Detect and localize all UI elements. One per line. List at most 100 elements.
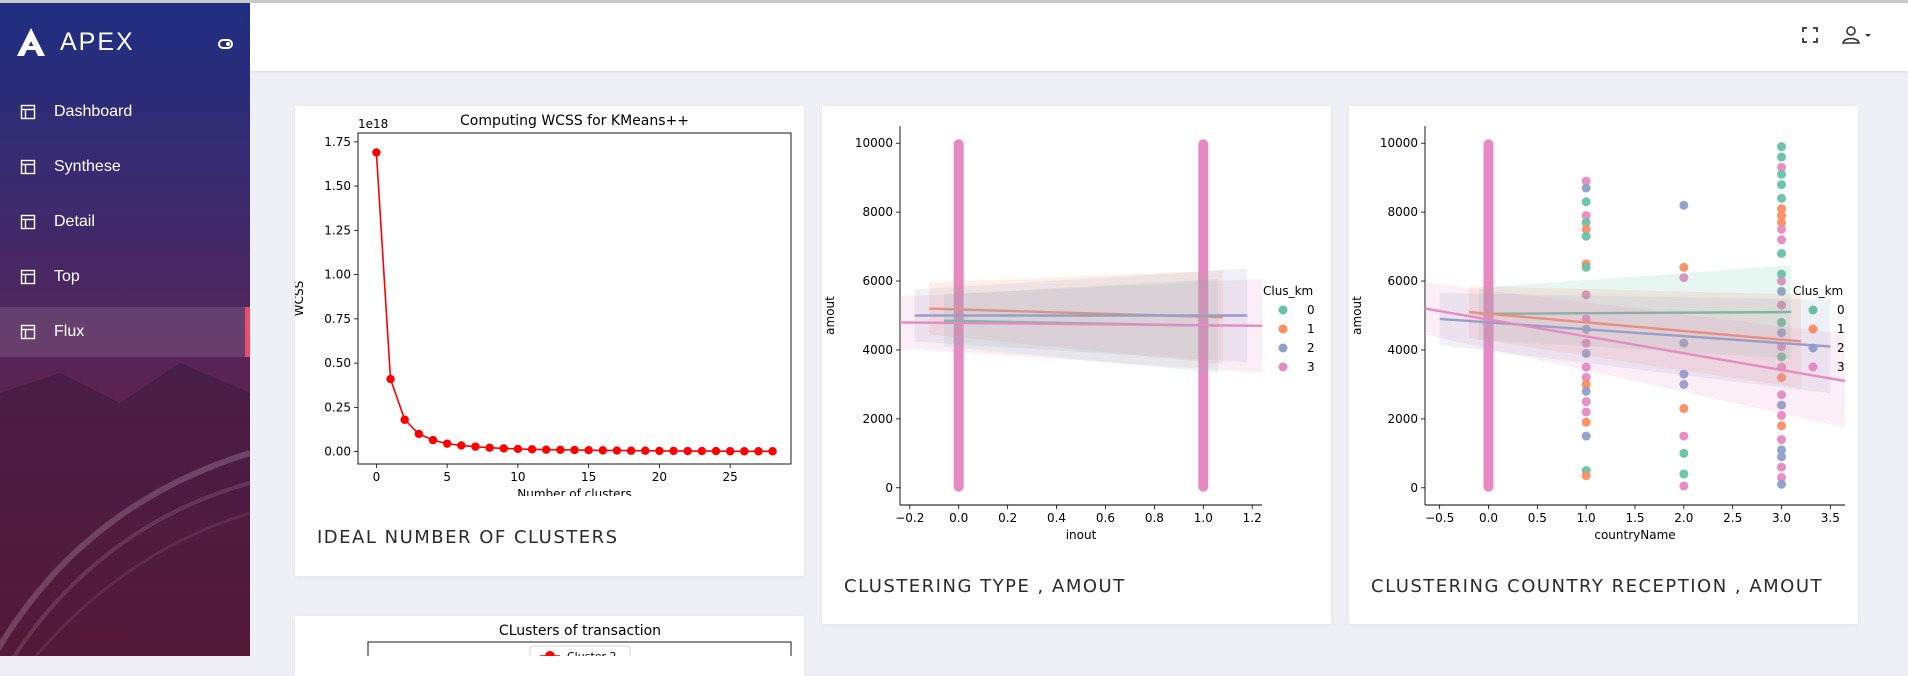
layout-icon [20, 269, 36, 285]
x-tick-label: 1.5 [1625, 511, 1644, 525]
data-point [1777, 462, 1787, 472]
data-point [1679, 338, 1689, 348]
wcss-point [513, 444, 523, 454]
top-header [250, 3, 1908, 71]
wcss-point [711, 446, 721, 456]
y-tick-label: 6000 [862, 274, 893, 288]
user-icon[interactable] [1840, 23, 1874, 47]
wcss-point [683, 446, 692, 456]
sidebar-item-flux[interactable]: Flux [0, 307, 250, 357]
wcss-point [414, 429, 424, 439]
data-point [1777, 328, 1787, 338]
data-point [1777, 152, 1787, 162]
wcss-point [626, 446, 636, 455]
wcss-point [598, 446, 608, 455]
x-tick-label: 0.0 [949, 511, 968, 525]
brand[interactable]: APEX [14, 25, 135, 59]
sidebar-item-label: Flux [54, 323, 85, 340]
regression-band-3 [1425, 282, 1845, 428]
data-point [1777, 286, 1787, 296]
wcss-point [556, 445, 565, 455]
wcss-point [527, 445, 537, 454]
legend-title: Clus_km [1263, 284, 1313, 298]
data-point [1581, 379, 1591, 389]
x-tick-label: 1.0 [1577, 511, 1596, 525]
y-tick-label: 8000 [862, 205, 893, 219]
wcss-point [754, 447, 763, 456]
x-tick-label: 20 [652, 470, 667, 484]
data-point [1679, 404, 1689, 414]
regression-line-0 [1478, 310, 1792, 315]
country-amount-chart: −0.5 0.0 0.5 1.0 1.5 2.0 2.5 3.0 3.5 0 2000 4000 600… [1350, 126, 1846, 542]
y-tick-label: 4000 [862, 343, 893, 357]
wcss-point [428, 435, 438, 445]
sidebar-item-top[interactable]: Top [0, 252, 250, 302]
card-title-country: CLUSTERING COUNTRY RECEPTION , AMOUT [1371, 576, 1824, 597]
card-type: −0.2 0.0 0.2 0.4 0.6 0.8 1.0 1.2 0 2000 4000 6000 80… [822, 106, 1331, 624]
legend-label-3: 3 [1307, 360, 1315, 374]
fullscreen-icon[interactable] [1798, 23, 1822, 47]
data-point [1581, 176, 1591, 186]
window-top-border [0, 0, 1908, 3]
wcss-point [570, 445, 579, 455]
x-tick-label: 2.5 [1723, 511, 1742, 525]
x-tick-label: 0.4 [1047, 511, 1066, 525]
wcss-point [541, 445, 551, 454]
x-tick-label: 10 [510, 470, 525, 484]
y-tick-label: 1.25 [324, 223, 351, 237]
layout-icon [20, 324, 36, 340]
sidebar-item-detail[interactable]: Detail [0, 197, 250, 247]
data-point [1777, 472, 1787, 482]
legend-marker-2 [1278, 343, 1288, 353]
sidebar-toggle-icon[interactable] [218, 39, 233, 49]
wcss-point [457, 441, 466, 450]
wcss-point [655, 446, 664, 456]
y-tick-label: 2000 [862, 412, 893, 426]
x-axis-label: Number of clusters [517, 487, 631, 496]
y-tick-label: 6000 [1387, 274, 1418, 288]
regression-line-3 [1424, 307, 1846, 383]
legend-label-3: 3 [1837, 360, 1845, 374]
x-tick-label: 2.0 [1674, 511, 1693, 525]
data-point [1581, 386, 1591, 396]
data-point [1581, 417, 1591, 427]
data-point [1777, 269, 1787, 279]
data-strip [1483, 139, 1494, 492]
x-tick-label: 0.6 [1096, 511, 1115, 525]
sidebar-item-synthese[interactable]: Synthese [0, 142, 250, 192]
data-point [1581, 211, 1591, 221]
sidebar-item-dashboard[interactable]: Dashboard [0, 87, 250, 137]
y-tick-label: 0.50 [324, 356, 351, 370]
card-title-type: CLUSTERING TYPE , AMOUT [844, 576, 1126, 597]
legend-box [529, 645, 631, 656]
data-point [1679, 369, 1689, 379]
x-tick-label: 1.0 [1194, 511, 1213, 525]
legend-marker-3 [1808, 362, 1818, 372]
regression-band-1 [1468, 286, 1802, 389]
y-tick-label: 0.75 [324, 312, 351, 326]
wcss-point [725, 447, 735, 456]
data-point [1777, 421, 1787, 431]
data-point [1777, 180, 1787, 190]
regression-line-3 [899, 321, 1263, 328]
data-point [1777, 373, 1787, 383]
regression-band-0 [944, 279, 1218, 373]
legend-label-0: 0 [1307, 303, 1315, 317]
sidebar-item-label: Synthese [54, 158, 121, 175]
sidebar-item-label: Detail [54, 213, 95, 230]
data-point [1777, 211, 1787, 221]
legend-marker-3 [1278, 362, 1288, 372]
x-tick-label: 0.8 [1145, 511, 1164, 525]
sidebar-item-label: Dashboard [54, 103, 133, 120]
x-tick-label: 3.0 [1772, 511, 1791, 525]
card-title-wcss: IDEAL NUMBER OF CLUSTERS [317, 527, 619, 548]
layout-icon [20, 104, 36, 120]
legend-marker-cluster-2 [545, 651, 555, 656]
y-axis-label: amout [823, 296, 837, 335]
card-country: −0.5 0.0 0.5 1.0 1.5 2.0 2.5 3.0 3.5 0 2000 4000 600… [1349, 106, 1858, 624]
data-point [1581, 397, 1591, 407]
card-wcss: 0 5 10 15 20 25 0.00 0.25 0.50 0.75 1.00 1.25 1.50 1.… [295, 106, 804, 576]
legend-marker-2 [1808, 343, 1818, 353]
data-point [1581, 373, 1591, 383]
legend-label-2: 2 [1837, 341, 1845, 355]
